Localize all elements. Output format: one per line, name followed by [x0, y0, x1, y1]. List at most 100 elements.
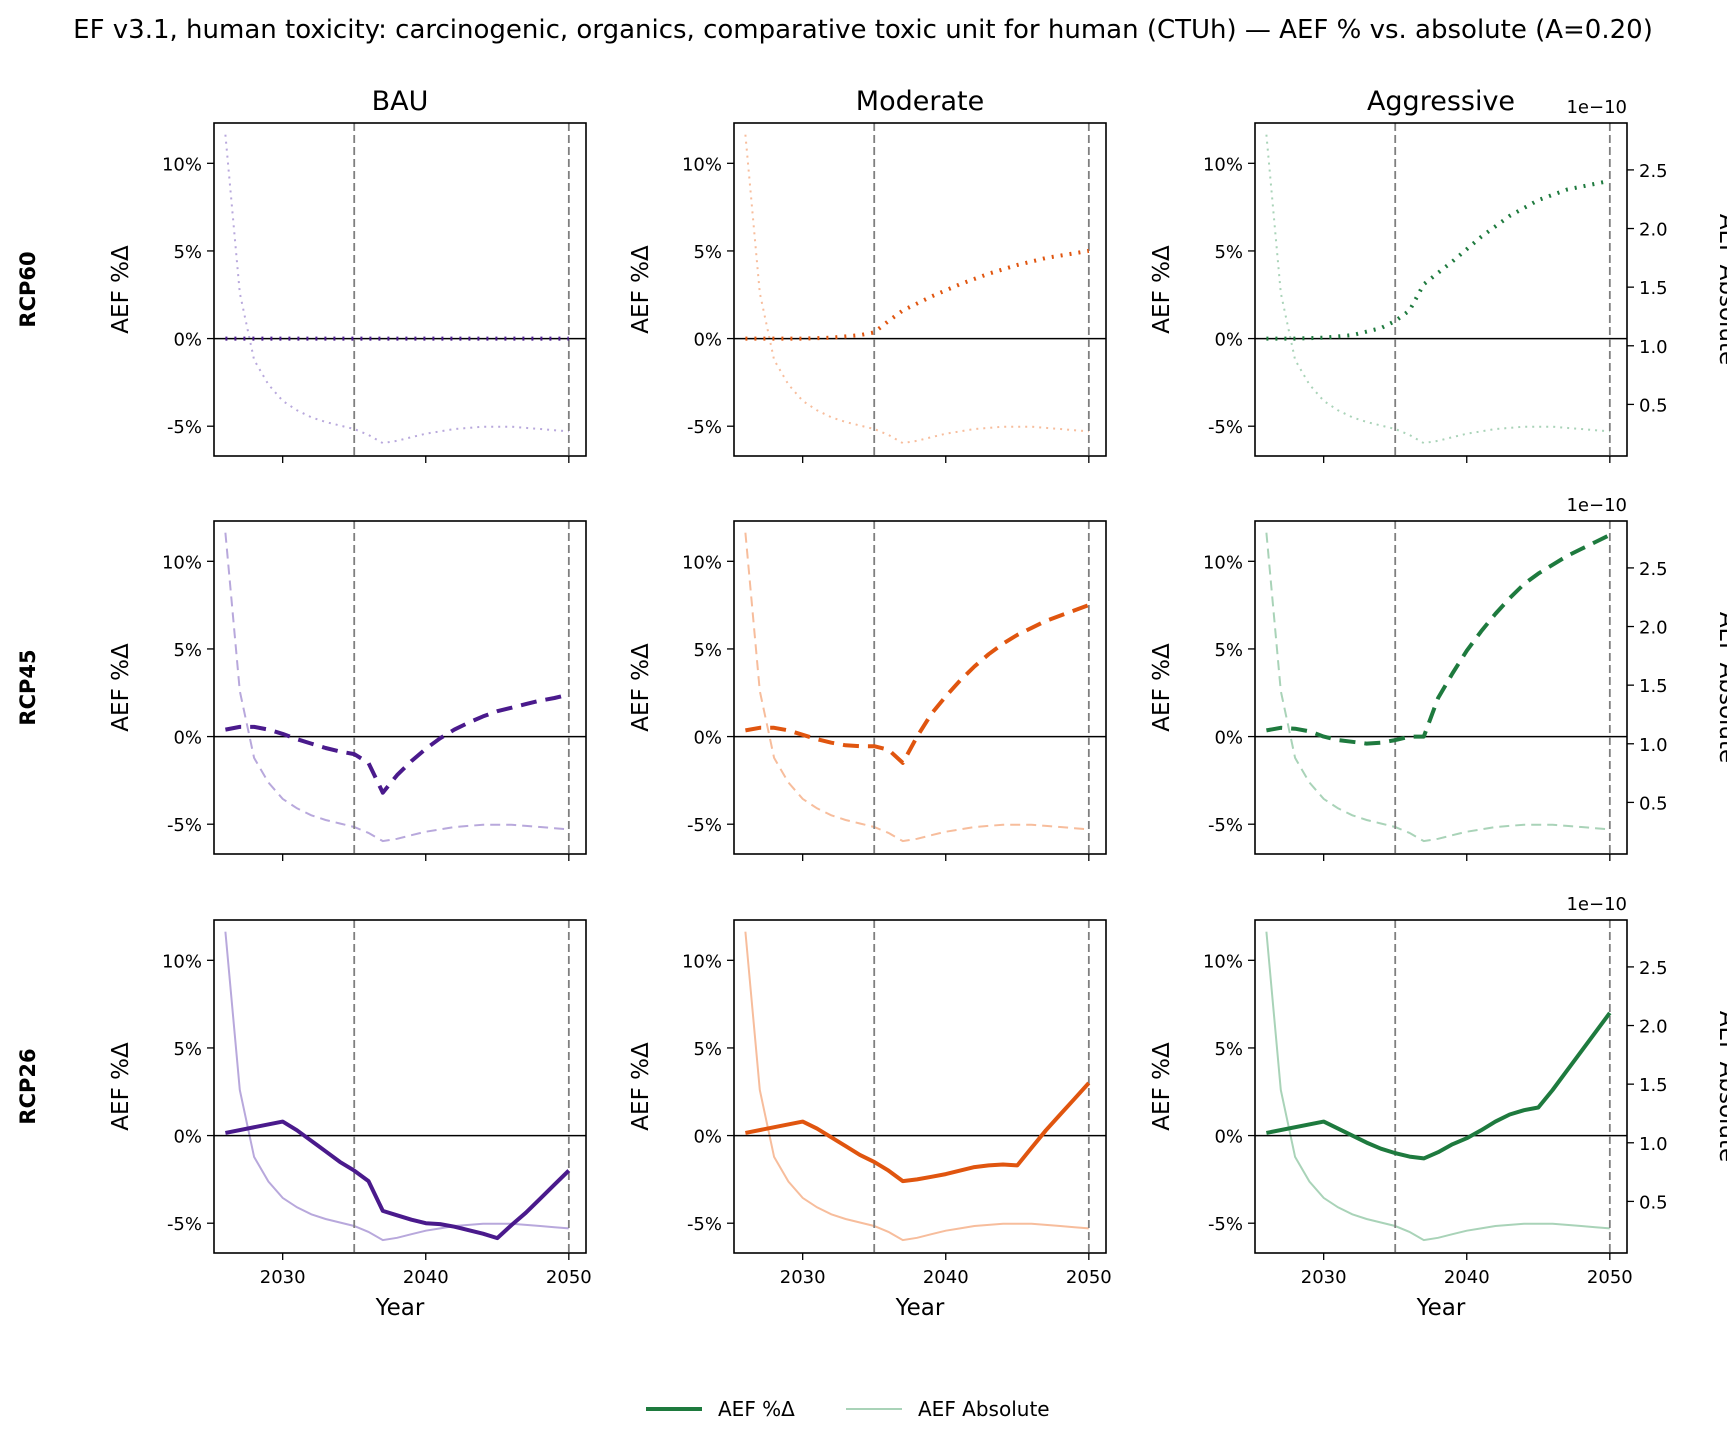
ytick-label-left: -5%: [1208, 815, 1243, 836]
ytick-label-left: 0%: [693, 1127, 722, 1148]
y-axis-label-left: AEF %Δ: [108, 643, 134, 732]
y-axis-label-left: AEF %Δ: [628, 245, 654, 334]
y-axis-label-left: AEF %Δ: [1149, 643, 1175, 732]
xtick-label: 2050: [1587, 1267, 1633, 1288]
y-axis-label-right: AEF Absolute: [1714, 214, 1727, 365]
ytick-label-left: 10%: [682, 154, 722, 175]
percent-line: [225, 692, 570, 795]
ytick-label-right: 1.5: [1639, 278, 1668, 299]
ytick-label-left: 5%: [1214, 1039, 1243, 1060]
panel-grid: BAU Moderate Aggressive RCP60 RCP45 RCP26 10% 5…: [16, 86, 1727, 1321]
ytick-label-right: 2.0: [1639, 618, 1668, 639]
axes-frame: [733, 122, 1107, 457]
axes-frame: [1254, 919, 1628, 1254]
row-label-rcp26: RCP26: [16, 1048, 40, 1124]
panel-rcp45-bau: 10% 5% 0% -5% AEF %Δ: [108, 520, 587, 861]
row-label-rcp45: RCP45: [16, 649, 40, 725]
y-axis-label-left: AEF %Δ: [628, 1042, 654, 1131]
xtick-label: 2030: [780, 1267, 826, 1288]
ytick-label-right: 2.5: [1639, 161, 1668, 182]
ytick-label-left: -5%: [1208, 417, 1243, 438]
percent-line: [745, 1081, 1091, 1184]
ytick-label-left: -5%: [167, 417, 202, 438]
axes-frame: [733, 520, 1107, 855]
legend-label-percent: AEF %Δ: [718, 1397, 795, 1421]
ytick-label-left: 5%: [693, 1039, 722, 1060]
y-axis-label-right: AEF Absolute: [1714, 612, 1727, 763]
axes-frame: [1254, 122, 1628, 457]
ytick-label-right: 2.0: [1639, 1017, 1668, 1038]
ytick-label-left: 10%: [1203, 154, 1243, 175]
figure-title: EF v3.1, human toxicity: carcinogenic, o…: [73, 15, 1653, 45]
ytick-label-left: 5%: [173, 640, 202, 661]
ytick-label-left: 0%: [173, 728, 202, 749]
axes-frame: [213, 122, 587, 457]
y-axis-label-left: AEF %Δ: [1149, 245, 1175, 334]
absolute-line: [744, 532, 1089, 843]
column-title-aggressive: Aggressive: [1367, 86, 1515, 117]
ytick-label-left: 10%: [682, 552, 722, 573]
ytick-label-left: 10%: [162, 951, 202, 972]
absolute-line: [1265, 931, 1610, 1242]
ytick-label-left: 0%: [173, 1127, 202, 1148]
x-axis-label: Year: [1416, 1295, 1466, 1321]
y-axis-label-left: AEF %Δ: [108, 245, 134, 334]
ytick-label-left: 10%: [162, 154, 202, 175]
ytick-label-right: 2.5: [1639, 958, 1668, 979]
ytick-label-right: 1.5: [1639, 1075, 1668, 1096]
ytick-label-left: 10%: [162, 552, 202, 573]
x-axis-label: Year: [375, 1295, 425, 1321]
absolute-line: [1265, 532, 1610, 843]
legend-label-absolute: AEF Absolute: [918, 1397, 1050, 1421]
xtick-label: 2030: [1301, 1267, 1347, 1288]
x-axis-label: Year: [895, 1295, 945, 1321]
ytick-label-left: -5%: [167, 815, 202, 836]
percent-line: [225, 1119, 571, 1241]
panel-rcp45-aggressive: 10% 5% 0% -5% AEF %Δ 2.5 2.0 1.5 1.0 0.5 1e−10 AEF …: [1149, 495, 1727, 861]
ytick-label-left: 0%: [1214, 728, 1243, 749]
panel-rcp60-bau: 10% 5% 0% -5% AEF %Δ: [108, 122, 587, 463]
ytick-label-left: 0%: [1214, 330, 1243, 351]
ytick-label-left: 5%: [693, 242, 722, 263]
xtick-label: 2040: [403, 1267, 449, 1288]
ytick-label-left: 0%: [1214, 1127, 1243, 1148]
panel-rcp45-moderate: 10% 5% 0% -5% AEF %Δ: [628, 520, 1107, 861]
ytick-label-left: -5%: [1208, 1214, 1243, 1235]
y-axis-label-right: AEF Absolute: [1714, 1011, 1727, 1162]
axes-frame: [733, 919, 1107, 1254]
xtick-label: 2040: [923, 1267, 969, 1288]
y-axis-label-left: AEF %Δ: [628, 643, 654, 732]
ytick-label-right: 2.5: [1639, 559, 1668, 580]
axes-frame: [213, 520, 587, 855]
panel-rcp26-aggressive: 10% 5% 0% -5% 2030 2040 2050 AEF %Δ Year 2.5 2.0 1.…: [1149, 894, 1727, 1321]
ytick-label-left: -5%: [687, 815, 722, 836]
panel-rcp60-aggressive: 10% 5% 0% -5% AEF %Δ 2.5 2.0 1.5 1.0 0.5 1e−10 AEF …: [1149, 97, 1727, 463]
ytick-label-right: 0.5: [1639, 793, 1668, 814]
axes-frame: [213, 919, 587, 1254]
ytick-label-right: 1.0: [1639, 1134, 1668, 1155]
right-axis-offset-label: 1e−10: [1566, 97, 1627, 118]
column-title-bau: BAU: [372, 86, 429, 117]
absolute-line: [744, 931, 1089, 1242]
ytick-label-left: 0%: [173, 330, 202, 351]
absolute-line: [224, 532, 569, 843]
ytick-label-left: 5%: [693, 640, 722, 661]
xtick-label: 2050: [546, 1267, 592, 1288]
ytick-label-left: 5%: [173, 1039, 202, 1060]
ytick-label-left: 5%: [173, 242, 202, 263]
y-axis-label-left: AEF %Δ: [1149, 1042, 1175, 1131]
xtick-label: 2030: [260, 1267, 306, 1288]
ytick-label-left: 10%: [682, 951, 722, 972]
panel-rcp26-moderate: 10% 5% 0% -5% 2030 2040 2050 AEF %Δ Year: [628, 919, 1112, 1321]
xtick-label: 2040: [1444, 1267, 1490, 1288]
ytick-label-left: -5%: [167, 1214, 202, 1235]
right-axis-offset-label: 1e−10: [1566, 894, 1627, 915]
ytick-label-right: 0.5: [1639, 1192, 1668, 1213]
ytick-label-left: 5%: [1214, 242, 1243, 263]
ytick-label-right: 2.0: [1639, 220, 1668, 241]
column-title-moderate: Moderate: [856, 86, 984, 117]
row-label-rcp60: RCP60: [16, 251, 40, 327]
ytick-label-right: 0.5: [1639, 395, 1668, 416]
